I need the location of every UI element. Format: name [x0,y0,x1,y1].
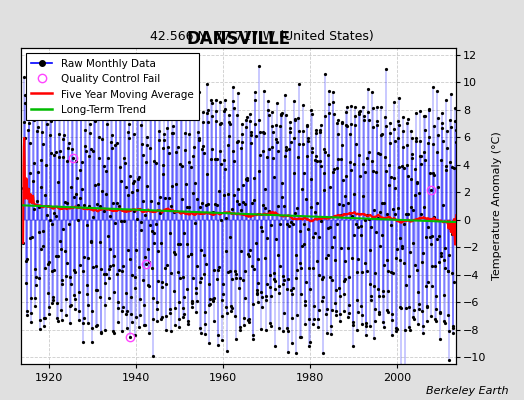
Text: 42.566 N, 77.717 W (United States): 42.566 N, 77.717 W (United States) [150,30,374,43]
Title: DANSVILLE: DANSVILLE [187,30,290,48]
Legend: Raw Monthly Data, Quality Control Fail, Five Year Moving Average, Long-Term Tren: Raw Monthly Data, Quality Control Fail, … [26,53,199,120]
Text: Berkeley Earth: Berkeley Earth [426,386,508,396]
Y-axis label: Temperature Anomaly (°C): Temperature Anomaly (°C) [492,132,502,280]
